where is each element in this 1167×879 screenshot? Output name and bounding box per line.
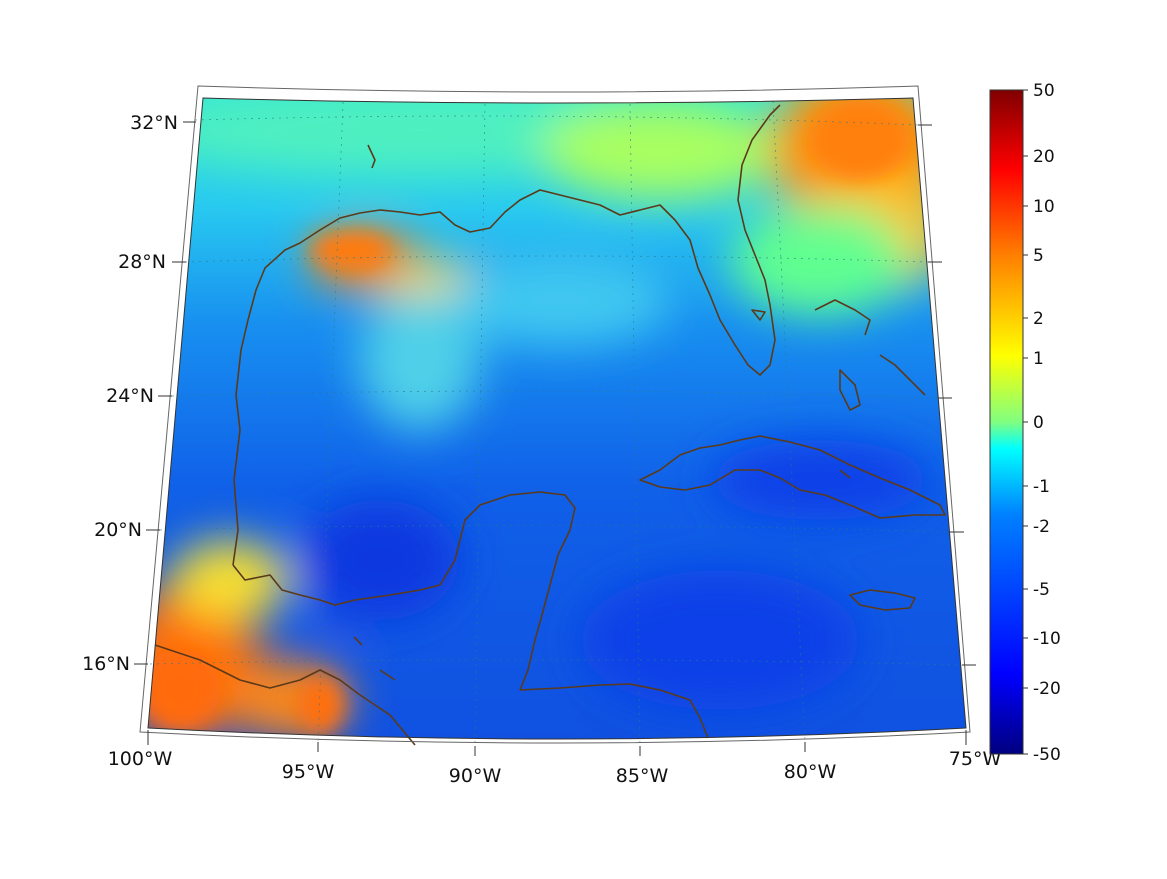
lon-label-75w: 75°W <box>949 748 1002 770</box>
lat-label-16: 16°N <box>82 653 130 675</box>
lon-label-80w: 80°W <box>784 761 837 783</box>
colorbar-tick-label: -20 <box>1033 679 1061 699</box>
lon-label-85w: 85°W <box>616 765 669 787</box>
colorbar-tick-label: 5 <box>1033 246 1044 266</box>
longitude-labels: 100°W 95°W 90°W 85°W 80°W 75°W <box>108 748 1002 787</box>
colorbar-tick-label: 0 <box>1033 413 1044 433</box>
colorbar: 50 20 10 5 2 1 0 -1 -2 -5 -10 -20 -50 <box>989 81 1061 765</box>
colorbar-tick-label: 10 <box>1033 197 1055 217</box>
tick-marks <box>134 121 976 756</box>
colorbar-tick-label: -5 <box>1033 580 1050 600</box>
lon-label-95w: 95°W <box>282 761 335 783</box>
map-frame <box>139 85 971 744</box>
colorbar-tick-label: 2 <box>1033 309 1044 329</box>
colorbar-gradient <box>989 89 1024 755</box>
lat-label-28: 28°N <box>118 251 166 273</box>
lat-label-24: 24°N <box>106 385 154 407</box>
colorbar-tick-label: 20 <box>1033 147 1055 167</box>
colorbar-tick-label: 1 <box>1033 349 1044 369</box>
lon-label-100w: 100°W <box>108 748 173 770</box>
colorbar-tick-label: -50 <box>1033 745 1061 765</box>
colorbar-tick-label: -10 <box>1033 629 1061 649</box>
coastlines <box>154 104 946 746</box>
latitude-labels: 32°N 28°N 24°N 20°N 16°N <box>82 112 178 675</box>
colorbar-tick-label: 50 <box>1033 81 1055 101</box>
lat-label-20: 20°N <box>94 519 142 541</box>
colorbar-tick-label: -1 <box>1033 477 1050 497</box>
graticule <box>149 100 963 747</box>
lat-label-32: 32°N <box>130 112 178 134</box>
colorbar-tick-label: -2 <box>1033 517 1050 537</box>
lon-label-90w: 90°W <box>449 765 502 787</box>
data-field <box>148 98 966 739</box>
